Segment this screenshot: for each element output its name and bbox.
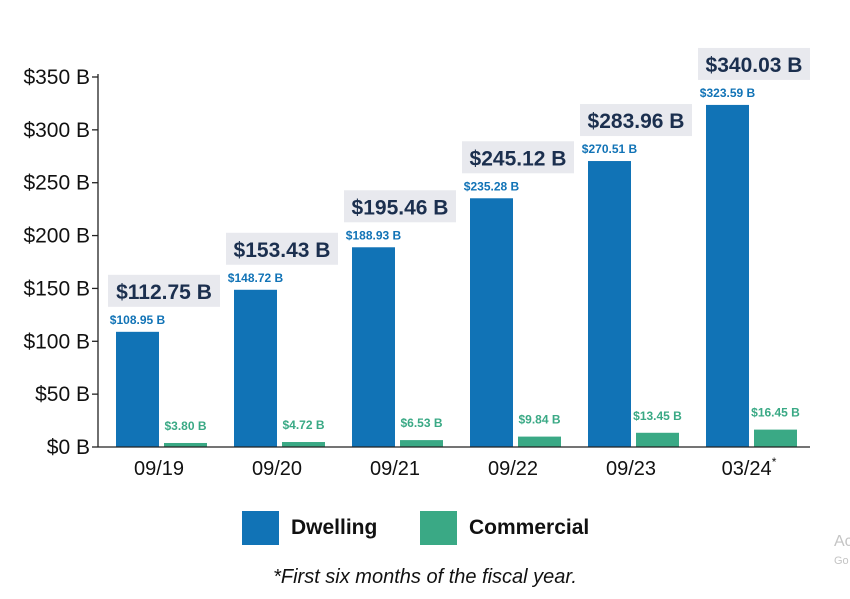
bar-commercial xyxy=(518,436,561,447)
total-label-box xyxy=(698,47,810,80)
bar-dwelling xyxy=(706,104,749,448)
data-label-dwelling: $148.72 B xyxy=(228,271,284,285)
total-label-box xyxy=(108,274,220,307)
y-tick-label: $0 B xyxy=(47,436,90,459)
y-tick-label: $150 B xyxy=(23,277,90,300)
data-label-commercial: $3.80 B xyxy=(164,419,206,433)
y-tick-label: $350 B xyxy=(23,66,90,89)
x-tick-label: 09/23 xyxy=(606,458,656,480)
data-label-dwelling: $323.59 B xyxy=(700,86,756,100)
y-tick-label: $300 B xyxy=(23,119,90,142)
activate-windows-watermark[interactable]: Activate Windows Go to Settings to activ… xyxy=(834,534,850,567)
data-label-commercial: $16.45 B xyxy=(751,406,800,420)
x-tick-label: 09/19 xyxy=(134,458,184,480)
x-axis: 09/19 09/20 09/21 09/22 09/23 03/24* xyxy=(98,446,810,480)
bar-dwelling xyxy=(352,247,395,447)
legend-swatch-commercial xyxy=(420,511,457,545)
bar-dwelling xyxy=(116,331,159,447)
data-label-commercial: $13.45 B xyxy=(633,409,682,423)
x-tick-label: 09/21 xyxy=(370,458,420,480)
legend-swatch-dwelling xyxy=(242,511,279,545)
bar-chart: $0 B $50 B $100 B $150 B $200 B $250 B $300 B $… xyxy=(23,47,810,480)
data-label-commercial: $9.84 B xyxy=(518,413,560,427)
data-label-dwelling: $235.28 B xyxy=(464,179,520,193)
total-label-box xyxy=(580,104,692,137)
total-label-box xyxy=(462,141,574,174)
total-label: $245.12 B xyxy=(470,147,567,170)
watermark-subtitle: Go to Settings to activate Windows. xyxy=(834,555,850,567)
total-label-box xyxy=(344,190,456,223)
data-label-commercial: $4.72 B xyxy=(282,418,324,432)
y-tick-label: $50 B xyxy=(35,383,90,406)
bar-commercial xyxy=(636,432,679,447)
bar-dwelling xyxy=(470,198,513,447)
x-tick-footnote-mark: * xyxy=(772,455,777,469)
legend-item-dwelling: Dwelling xyxy=(242,508,377,548)
total-label: $112.75 B xyxy=(116,281,212,304)
y-tick-label: $100 B xyxy=(23,330,90,353)
bars: $108.95 B $3.80 B $112.75 B $148.72 B $4.72 … xyxy=(108,47,810,448)
watermark-title: Activate Windows xyxy=(834,534,850,550)
x-tick-label: 03/24* xyxy=(722,455,777,480)
bar-commercial xyxy=(282,442,325,447)
total-label-box xyxy=(226,232,338,265)
total-label: $153.43 B xyxy=(234,239,331,262)
y-axis: $0 B $50 B $100 B $150 B $200 B $250 B $300 B $… xyxy=(23,66,99,459)
data-label-dwelling: $270.51 B xyxy=(582,142,638,156)
y-tick-label: $250 B xyxy=(23,172,90,195)
total-label: $283.96 B xyxy=(588,110,685,133)
x-tick-label: 09/20 xyxy=(252,458,302,480)
bar-commercial xyxy=(164,442,207,447)
x-tick-label: 09/22 xyxy=(488,458,538,480)
legend-label-dwelling: Dwelling xyxy=(291,516,378,539)
bar-dwelling xyxy=(588,161,631,447)
data-label-dwelling: $188.93 B xyxy=(346,228,402,242)
data-label-commercial: $6.53 B xyxy=(400,416,442,430)
legend: Dwelling Commercial xyxy=(0,508,850,548)
legend-label-commercial: Commercial xyxy=(469,516,590,539)
bar-dwelling xyxy=(234,289,277,447)
bar-commercial xyxy=(400,440,443,447)
y-tick-label: $200 B xyxy=(23,225,90,248)
total-label: $340.03 B xyxy=(706,54,803,77)
legend-item-commercial: Commercial xyxy=(420,508,589,548)
data-label-dwelling: $108.95 B xyxy=(110,313,166,327)
footnote: *First six months of the fiscal year. xyxy=(273,566,577,588)
bar-commercial xyxy=(754,429,797,447)
total-label: $195.46 B xyxy=(352,196,449,219)
